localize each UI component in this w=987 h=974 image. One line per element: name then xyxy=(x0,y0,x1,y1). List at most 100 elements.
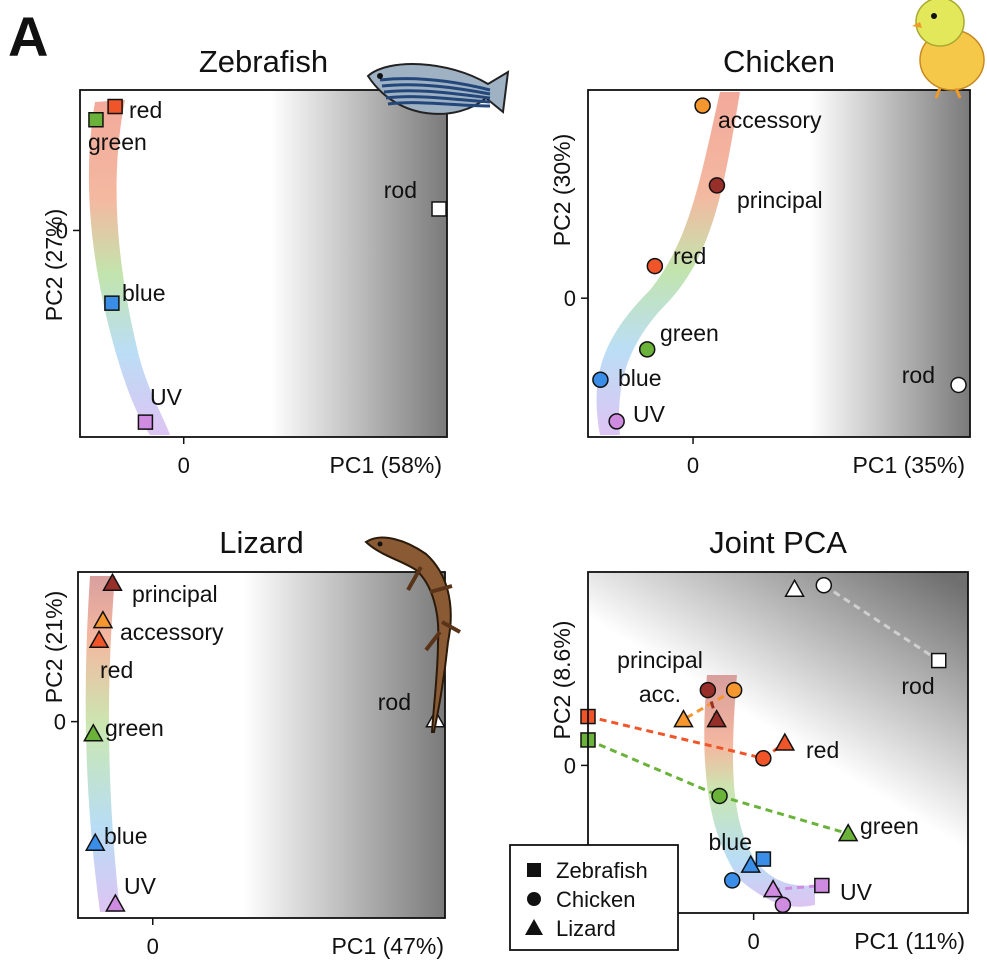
panel-letter: A xyxy=(8,5,48,68)
blue-point xyxy=(84,832,106,851)
red-point xyxy=(107,98,123,115)
point-label: blue xyxy=(104,823,147,849)
chicken-principal-point xyxy=(699,681,717,699)
zebrafish-blue-point xyxy=(755,851,772,867)
plot-frame xyxy=(587,571,969,914)
uv-point xyxy=(105,893,126,912)
y-axis-label: PC2 (21%) xyxy=(41,591,67,703)
plot-frame xyxy=(79,89,448,438)
point-label: principal xyxy=(737,187,823,213)
panel-title: Joint PCA xyxy=(709,525,847,560)
y-axis-label: PC2 (8.6%) xyxy=(549,621,575,740)
x-tick-label: 0 xyxy=(178,453,190,478)
lizard-principal-point xyxy=(706,709,727,728)
lizard-accessory-point xyxy=(673,709,694,728)
legend-chicken-marker xyxy=(527,892,541,906)
red-point xyxy=(646,257,664,275)
point-label: rod xyxy=(901,673,934,699)
chicken-icon xyxy=(912,0,985,99)
point-label: rod xyxy=(378,689,411,715)
chicken-red-point xyxy=(755,750,772,767)
chicken-green-point xyxy=(711,787,728,805)
legend-zebrafish-marker xyxy=(527,863,541,877)
zebrafish-uv-point xyxy=(814,877,830,894)
point-label: principal xyxy=(132,581,218,607)
red-link xyxy=(587,715,764,760)
red-point xyxy=(88,629,110,649)
spectral-band xyxy=(85,576,120,912)
point-label: UV xyxy=(124,873,157,899)
plot-frame xyxy=(77,571,446,919)
zebrafish-icon xyxy=(366,63,510,115)
y-tick-label: 0 xyxy=(564,753,576,778)
point-label: green xyxy=(860,813,919,839)
legend: Zebrafish Chicken Lizard xyxy=(509,844,679,951)
y-axis-label: PC2 (30%) xyxy=(549,134,575,246)
lizard-icon xyxy=(364,536,461,733)
point-label: red xyxy=(100,657,133,683)
lizard-red-point xyxy=(774,732,796,751)
chicken-blue-point xyxy=(723,872,741,889)
plot-background xyxy=(78,572,445,918)
x-axis-label: PC1 (58%) xyxy=(330,452,442,478)
rod-point xyxy=(950,376,967,394)
legend-label: Lizard xyxy=(556,916,616,941)
blue-point xyxy=(592,371,609,388)
point-label: red xyxy=(673,243,706,269)
principal-point xyxy=(102,572,123,591)
point-label: green xyxy=(105,715,164,741)
accessory-link xyxy=(682,688,735,721)
green-point xyxy=(83,723,104,742)
green-link xyxy=(719,794,849,836)
point-label: UV xyxy=(633,401,666,427)
point-label: blue xyxy=(122,280,165,306)
chicken-rod-point xyxy=(815,576,833,594)
species-icons xyxy=(364,0,985,733)
point-label: green xyxy=(660,320,719,346)
accessory-point xyxy=(92,610,114,629)
uv-point xyxy=(608,413,625,430)
lizard-blue-point xyxy=(740,854,762,873)
legend-label: Chicken xyxy=(556,887,635,912)
rod-point xyxy=(431,201,447,217)
spectral-band xyxy=(704,675,815,907)
uv-link xyxy=(773,884,822,892)
principal-point xyxy=(708,177,726,194)
legend-lizard-marker xyxy=(525,919,543,935)
panel-lizard: Lizard PC1 (47%) PC2 (21%) 0 0 principal acces… xyxy=(41,525,446,959)
green-point xyxy=(88,111,104,128)
point-label: rod xyxy=(902,362,935,388)
point-label: principal xyxy=(617,647,703,673)
panel-chicken: Chicken PC1 (35%) PC2 (30%) 0 0 accessory prin… xyxy=(549,44,971,478)
y-axis-label: PC2 (27%) xyxy=(41,209,67,321)
x-axis-label: PC1 (47%) xyxy=(332,933,444,959)
x-axis-label: PC1 (35%) xyxy=(853,452,965,478)
point-label: accessory xyxy=(120,619,224,645)
point-label: red xyxy=(129,97,162,123)
panel-title: Zebrafish xyxy=(199,44,328,79)
plot-frame xyxy=(587,89,971,438)
point-label: red xyxy=(806,737,839,763)
x-tick-label: 0 xyxy=(748,929,760,954)
x-tick-label: 0 xyxy=(687,453,699,478)
zebrafish-rod-point xyxy=(931,652,947,669)
point-label: blue xyxy=(618,365,661,391)
x-axis-label: PC1 (11%) xyxy=(854,928,965,954)
point-label: acc. xyxy=(639,681,681,707)
green-point xyxy=(638,341,656,358)
y-tick-label: 0 xyxy=(564,286,576,311)
point-label: blue xyxy=(709,829,752,855)
point-label: accessory xyxy=(718,107,822,133)
point-label: UV xyxy=(840,879,873,905)
spectral-band xyxy=(596,92,740,435)
spectral-band xyxy=(88,100,170,435)
accessory-point xyxy=(694,97,711,114)
y-tick-label: 0 xyxy=(56,218,68,243)
legend-label: Zebrafish xyxy=(556,858,648,883)
y-tick-label: 0 xyxy=(54,710,66,735)
chicken-accessory-point xyxy=(725,681,743,699)
point-label: green xyxy=(88,129,147,155)
